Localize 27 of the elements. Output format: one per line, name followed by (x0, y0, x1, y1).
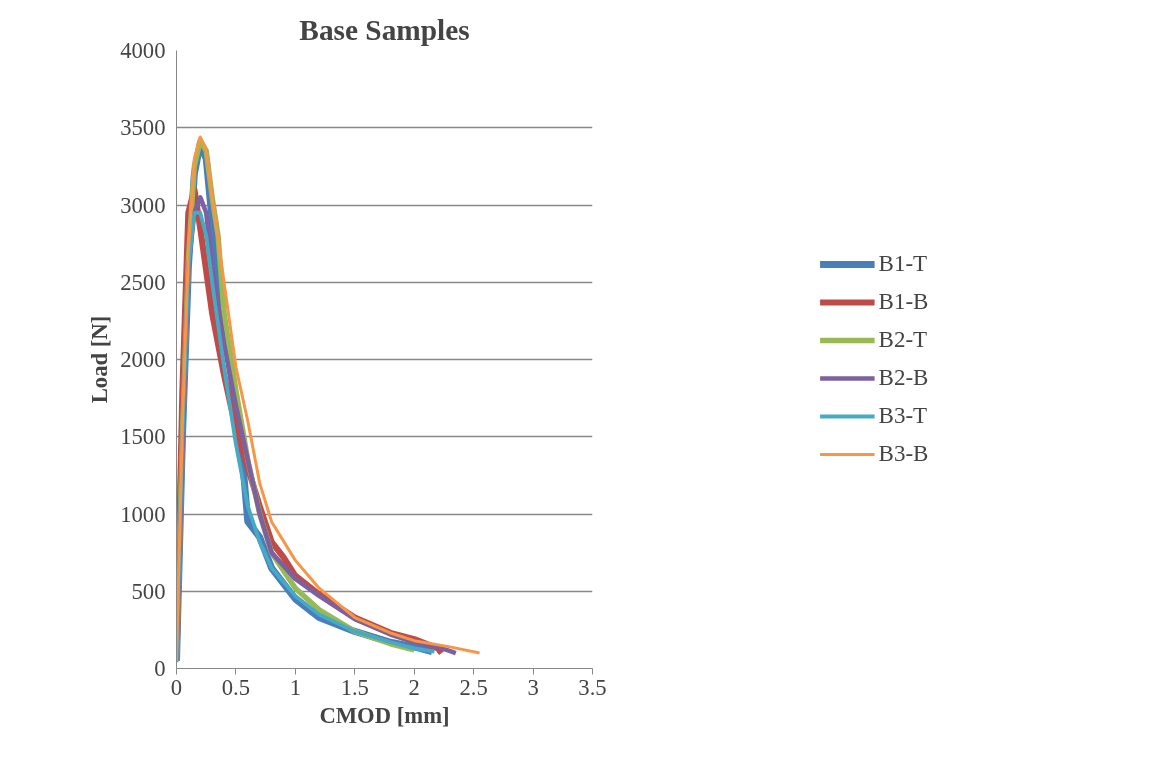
legend-label: B2-T (878, 327, 928, 353)
x-tick-label: 3 (527, 674, 539, 700)
legend-label: B3-T (878, 403, 928, 429)
x-axis-title: CMOD [mm] (319, 702, 450, 728)
y-tick-label: 2000 (120, 347, 166, 372)
y-tick-label: 2500 (120, 269, 166, 295)
chart-title: Base Samples (299, 13, 470, 46)
legend-label: B1-B (878, 289, 929, 315)
x-tick-label: 0 (170, 674, 183, 700)
x-tick-label: 3.5 (578, 674, 607, 700)
legend-label: B3-B (878, 441, 929, 467)
x-tick-label: 1 (289, 674, 302, 700)
y-tick-label: 4000 (120, 38, 166, 63)
y-tick-label: 500 (131, 578, 166, 604)
x-tick-label: 1.5 (340, 674, 369, 700)
y-tick-label: 0 (154, 656, 166, 681)
y-tick-label: 1500 (120, 424, 166, 450)
y-tick-label: 1000 (120, 501, 166, 527)
x-tick-label: 2 (408, 674, 420, 700)
legend-label: B1-T (878, 251, 928, 277)
y-tick-label: 3500 (120, 115, 166, 141)
line-series (176, 135, 482, 663)
x-tick-label: 0.5 (221, 674, 251, 700)
x-tick-label: 2.5 (459, 674, 488, 700)
legend-label: B2-B (878, 365, 929, 391)
y-tick-label: 3000 (120, 192, 166, 218)
y-axis-title: Load [N] (87, 315, 113, 404)
